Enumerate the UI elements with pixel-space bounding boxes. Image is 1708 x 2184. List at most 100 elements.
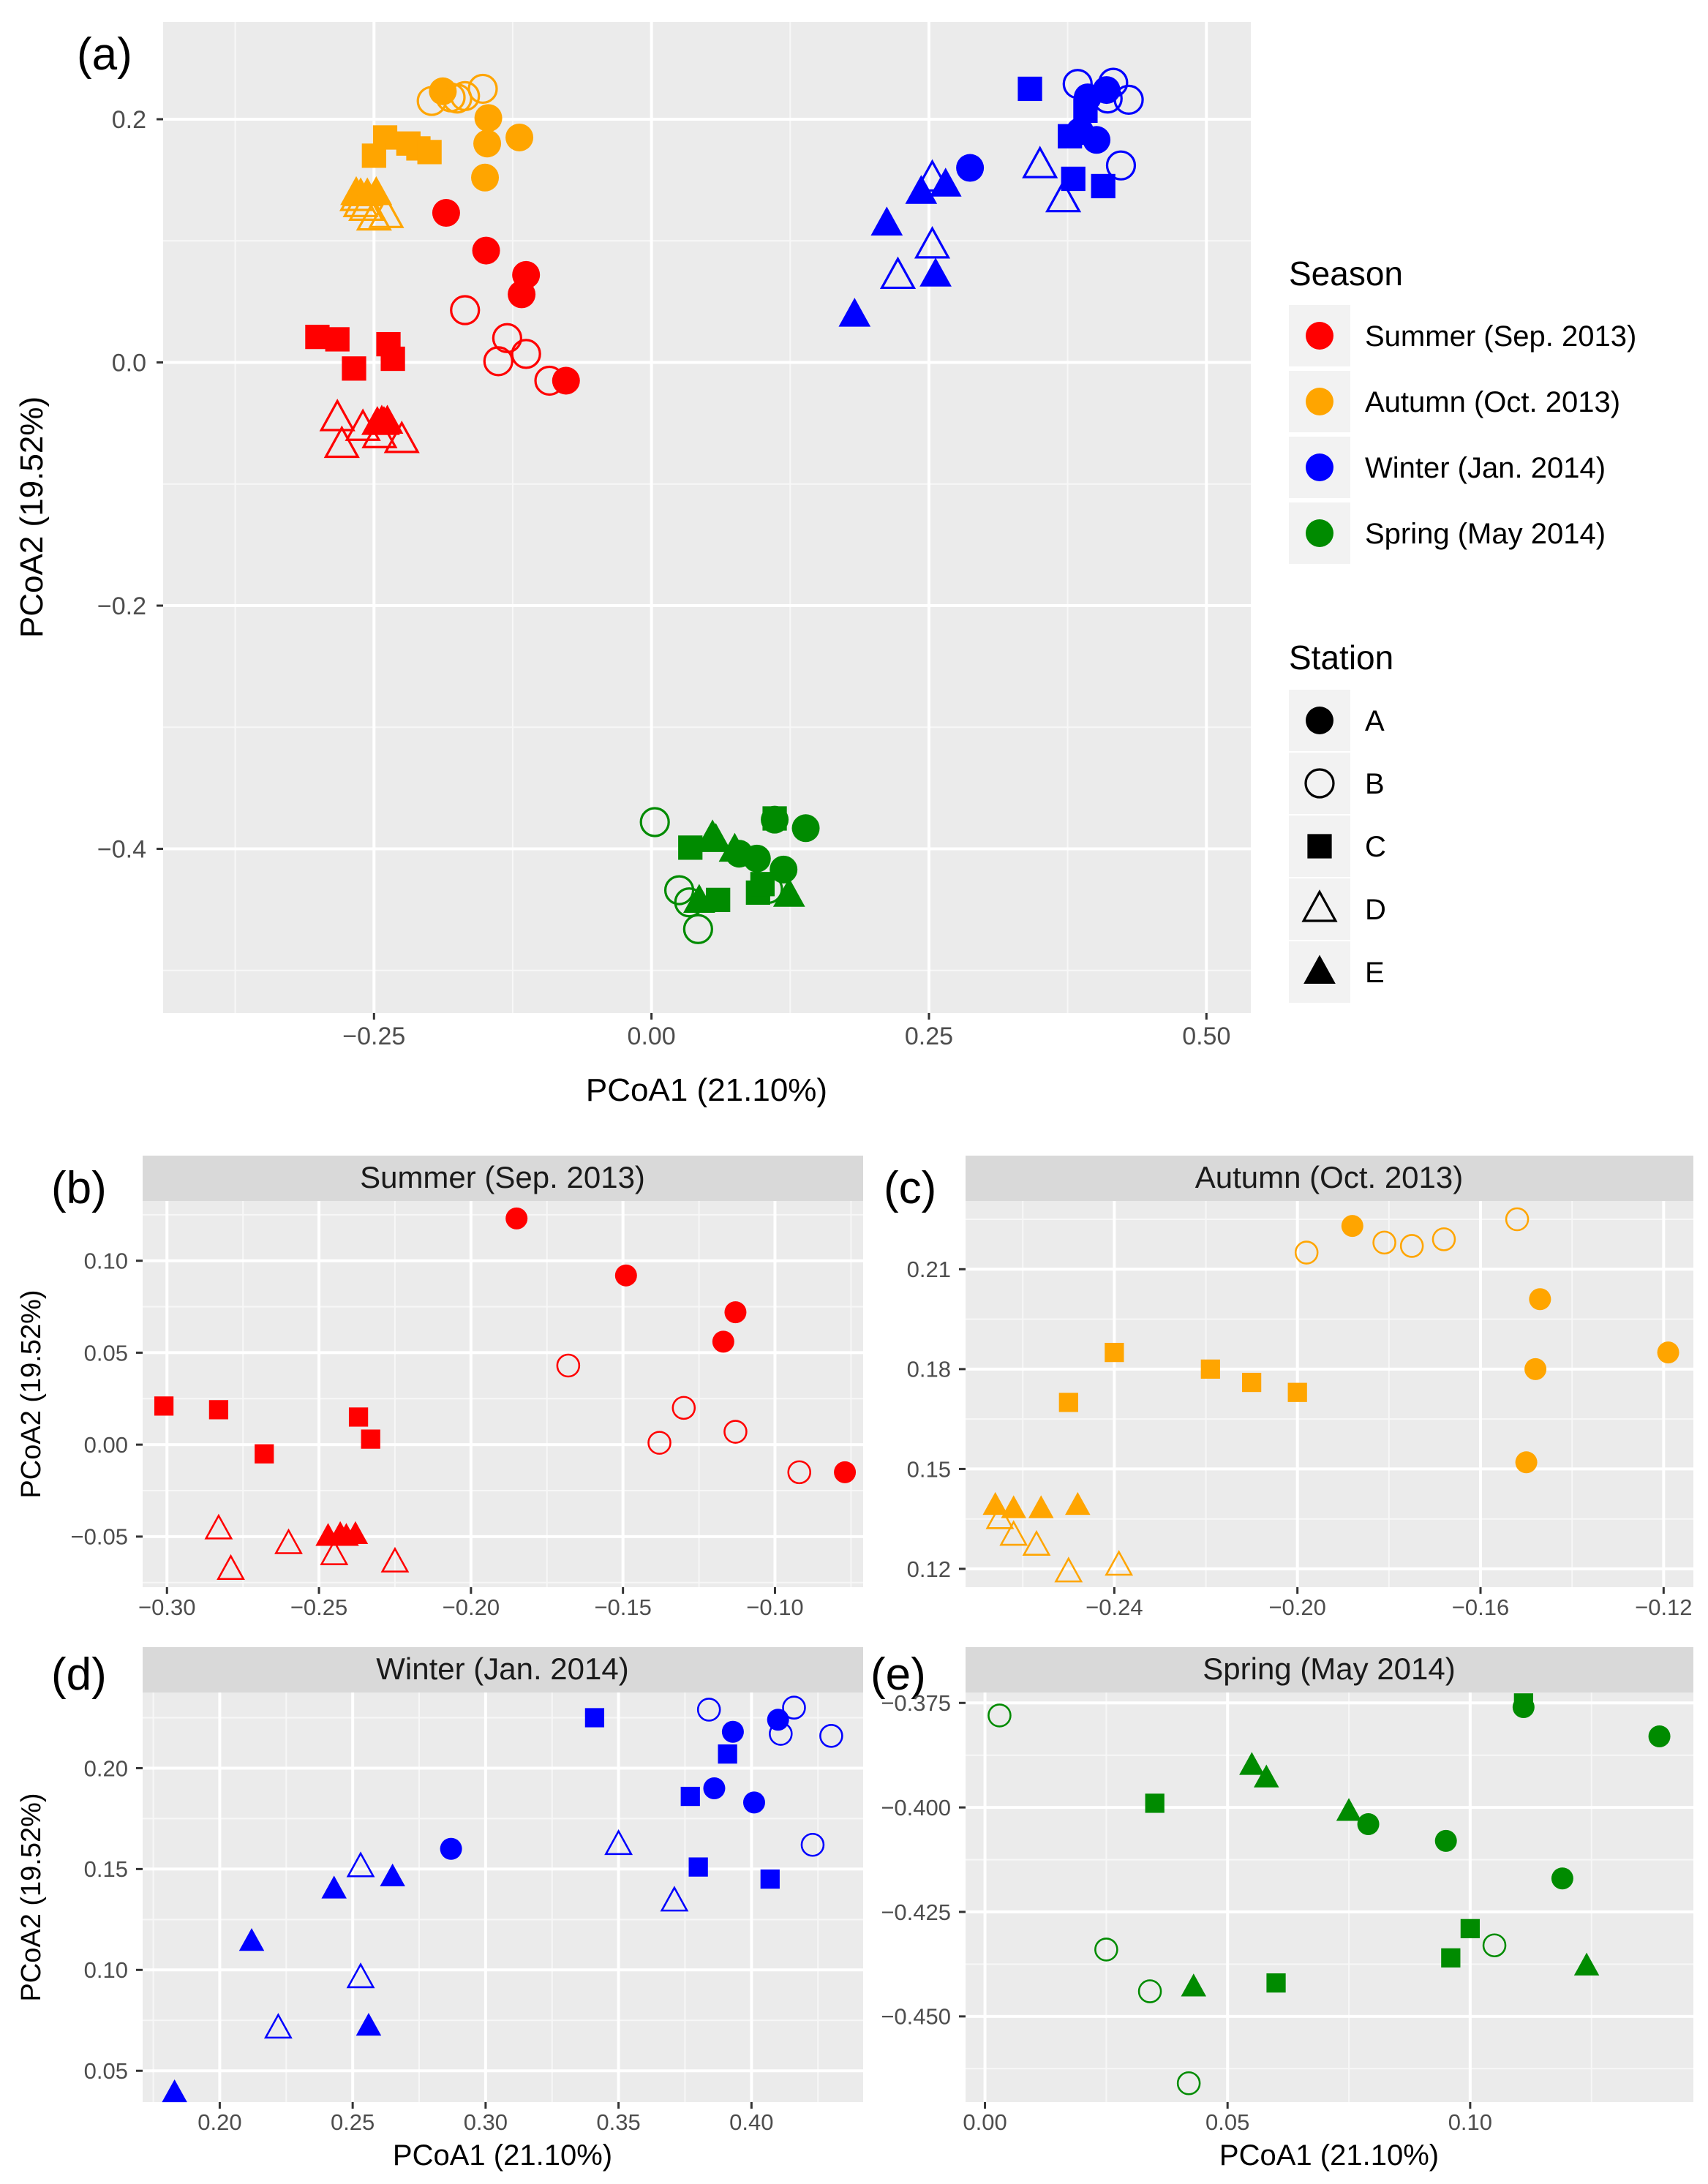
point-autumn-station-c xyxy=(1241,1372,1262,1393)
point-spring-station-e xyxy=(772,878,805,907)
panel-c-strip xyxy=(966,1156,1693,1201)
point-autumn-station-a xyxy=(505,123,534,151)
panel-a-grid xyxy=(163,22,1251,1013)
x-tick-label: −0.25 xyxy=(342,1023,405,1050)
x-tick-label: 0.35 xyxy=(596,2109,640,2135)
point-winter-station-c xyxy=(1017,76,1042,102)
panel-d-grid xyxy=(143,1692,863,2102)
x-tick-label: −0.20 xyxy=(443,1594,500,1620)
legend-label-winter: Winter (Jan. 2014) xyxy=(1365,452,1606,484)
point-summer-station-a xyxy=(472,236,500,265)
point-summer-station-a xyxy=(724,1301,747,1324)
panel-d-y-axis-title: PCoA2 (19.52%) xyxy=(16,1793,47,2001)
point-summer-station-c xyxy=(255,1444,274,1464)
x-tick-label: −0.10 xyxy=(746,1594,803,1620)
point-autumn-station-a xyxy=(1524,1358,1547,1380)
point-spring-station-e xyxy=(1239,1752,1265,1775)
panel-a: (a) −0.25 0.00 0.25 0.50 0.2 0.0 −0.2 −0.4 PCo… xyxy=(14,22,1251,1108)
y-tick-label: 0.2 xyxy=(112,106,146,134)
point-autumn-station-a xyxy=(471,163,500,192)
legend-station-title: Station xyxy=(1289,639,1393,677)
point-spring-station-a xyxy=(1434,1829,1457,1852)
y-tick-label: 0.0 xyxy=(112,349,146,377)
point-winter-station-d xyxy=(660,1886,689,1912)
point-summer-station-b xyxy=(787,1460,811,1485)
point-summer-station-c xyxy=(208,1400,229,1420)
legend-swatch-spring xyxy=(1306,519,1333,547)
point-spring-station-b xyxy=(1094,1938,1118,1962)
point-summer-station-e xyxy=(371,404,404,434)
point-autumn-station-d xyxy=(368,195,405,228)
point-autumn-station-b xyxy=(1432,1227,1456,1251)
point-summer-station-b xyxy=(647,1431,671,1455)
point-spring-station-e xyxy=(699,823,732,852)
y-tick-label: 0.05 xyxy=(84,1340,128,1366)
point-summer-station-c xyxy=(342,356,366,381)
x-tick-label: 0.25 xyxy=(905,1023,953,1050)
point-spring-station-c xyxy=(1460,1918,1480,1938)
point-autumn-station-d xyxy=(1022,1529,1051,1556)
panel-c-letter: (c) xyxy=(884,1163,936,1213)
legend-key-box xyxy=(1289,878,1350,940)
point-summer-station-b xyxy=(723,1420,748,1444)
point-summer-station-b xyxy=(483,346,513,377)
point-autumn-station-e xyxy=(982,1491,1008,1515)
x-tick-label: −0.30 xyxy=(138,1594,195,1620)
point-autumn-station-e xyxy=(1028,1495,1054,1518)
panel-a-letter: (a) xyxy=(77,29,132,80)
point-autumn-station-a xyxy=(1657,1341,1679,1364)
point-autumn-station-d xyxy=(1054,1556,1083,1583)
point-spring-station-a xyxy=(1551,1867,1573,1890)
point-winter-station-b xyxy=(1062,69,1093,99)
legend-shape-station-d xyxy=(1301,889,1338,922)
point-summer-station-b xyxy=(556,1353,581,1378)
point-winter-station-c xyxy=(760,1869,780,1889)
point-winter-station-d xyxy=(604,1829,633,1856)
panel-e-background xyxy=(966,1692,1693,2102)
point-summer-station-e xyxy=(342,1521,369,1544)
point-spring-station-e xyxy=(1181,1973,1207,1997)
point-winter-station-d xyxy=(346,1851,375,1878)
point-autumn-station-a xyxy=(1341,1215,1363,1238)
point-spring-station-e xyxy=(1336,1798,1362,1821)
panel-d-background xyxy=(143,1692,863,2102)
point-winter-station-e xyxy=(380,1863,405,1887)
legend-label-station-c: C xyxy=(1365,831,1386,863)
x-tick-label: 0.05 xyxy=(1205,2109,1249,2135)
point-spring-station-c xyxy=(762,806,787,831)
panel-e-grid xyxy=(966,1692,1693,2102)
y-tick-label: 0.10 xyxy=(84,1249,128,1274)
y-tick-label: −0.425 xyxy=(881,1899,951,1925)
panel-e-strip xyxy=(966,1647,1693,1692)
legend-shape-station-e xyxy=(1303,954,1336,984)
point-winter-station-e xyxy=(838,298,871,327)
point-winter-station-b xyxy=(800,1833,825,1857)
point-autumn-station-c xyxy=(1287,1382,1307,1402)
x-tick-label: 0.40 xyxy=(729,2109,773,2135)
panel-c-y-axis: 0.21 0.18 0.15 0.12 xyxy=(907,1257,966,1582)
point-autumn-station-c xyxy=(1200,1359,1220,1379)
panel-d-title: Winter (Jan. 2014) xyxy=(376,1652,628,1686)
point-winter-station-b xyxy=(696,1698,721,1722)
y-tick-label: −0.4 xyxy=(97,835,146,863)
point-spring-station-b xyxy=(1137,1979,1162,2003)
panel-a-y-axis-title: PCoA2 (19.52%) xyxy=(14,396,50,638)
x-tick-label: −0.20 xyxy=(1268,1594,1325,1620)
panel-a-y-axis: 0.2 0.0 −0.2 −0.4 xyxy=(97,106,163,863)
point-spring-station-a xyxy=(1357,1813,1380,1835)
point-spring-station-b xyxy=(639,807,670,837)
point-summer-station-a xyxy=(834,1461,857,1483)
legend-label-station-e: E xyxy=(1365,957,1385,989)
x-tick-label: −0.16 xyxy=(1452,1594,1509,1620)
point-autumn-station-b xyxy=(1399,1234,1424,1258)
y-tick-label: 0.18 xyxy=(907,1357,951,1382)
panel-d-x-axis: 0.20 0.25 0.30 0.35 0.40 xyxy=(197,2102,774,2135)
point-summer-station-d xyxy=(323,425,360,459)
legend-label-autumn: Autumn (Oct. 2013) xyxy=(1365,386,1620,418)
point-winter-station-a xyxy=(956,154,985,182)
point-winter-station-a xyxy=(767,1709,789,1731)
y-tick-label: 0.00 xyxy=(84,1432,128,1458)
point-spring-station-b xyxy=(1176,2071,1201,2095)
legend-label-station-a: A xyxy=(1365,705,1385,737)
point-summer-station-b xyxy=(450,295,481,325)
